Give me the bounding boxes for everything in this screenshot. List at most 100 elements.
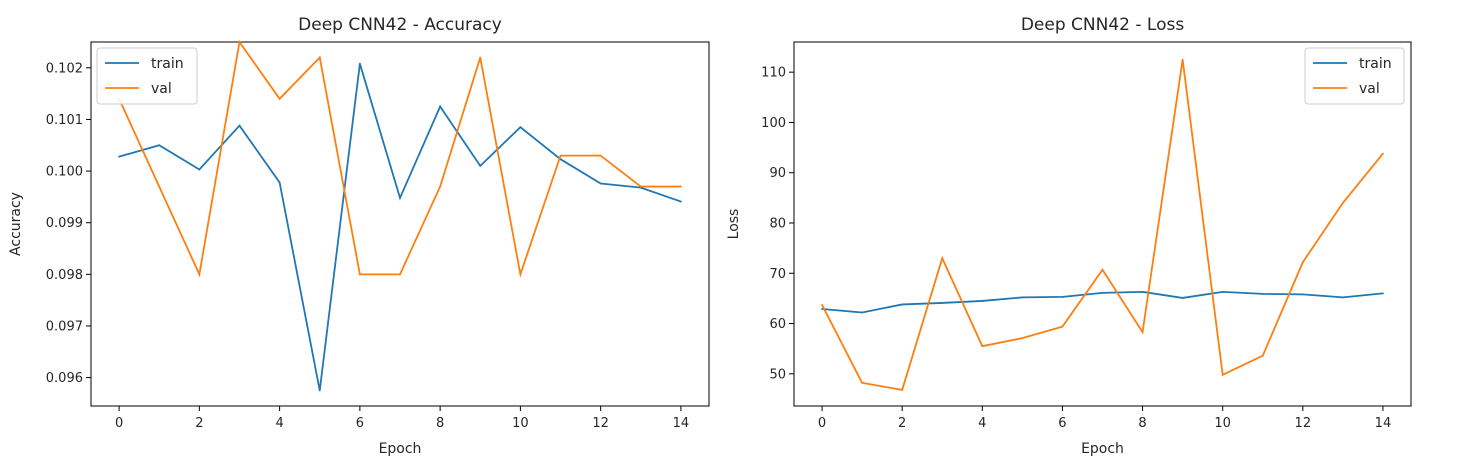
data-point-val	[861, 381, 864, 384]
x-tick-label: 6	[1058, 416, 1066, 431]
x-tick-label: 14	[1375, 416, 1392, 431]
data-point-train	[1181, 297, 1184, 299]
data-point-train	[1061, 296, 1064, 298]
legend-label-val: val	[1359, 81, 1380, 97]
data-point-val	[1181, 58, 1184, 61]
data-point-val	[1021, 337, 1024, 340]
data-point-val	[318, 56, 321, 59]
data-point-train	[1261, 292, 1264, 295]
data-point-train	[439, 105, 442, 108]
data-point-val	[479, 56, 482, 59]
x-tick-label: 12	[1295, 416, 1312, 431]
data-point-train	[821, 308, 823, 310]
chart-title: Deep CNN42 - Loss	[1021, 15, 1185, 35]
chart-1: 0 2 4 6 8 10 12 14 50 60 70 80 90 100 110 Deep CNN42 - …	[726, 15, 1412, 457]
data-point-val	[278, 97, 281, 100]
legend-label-val: val	[151, 81, 172, 97]
x-tick-label: 6	[356, 416, 364, 431]
legend-label-train: train	[1359, 56, 1392, 72]
data-point-train	[941, 302, 944, 304]
x-tick-label: 12	[592, 416, 609, 431]
x-tick-label: 14	[673, 416, 690, 431]
y-axis-label: Loss	[726, 209, 742, 240]
x-tick-label: 10	[512, 416, 529, 431]
y-tick-label: 0.098	[46, 268, 83, 283]
data-point-val	[1101, 268, 1104, 271]
y-tick-label: 80	[769, 216, 786, 231]
y-tick-label: 0.096	[46, 371, 83, 386]
data-point-train	[1382, 292, 1384, 295]
data-point-train	[158, 144, 161, 147]
data-point-train	[1141, 290, 1144, 293]
data-point-train	[238, 124, 241, 127]
data-point-val	[158, 185, 161, 188]
x-axis-label: Epoch	[1081, 441, 1124, 457]
data-point-train	[599, 182, 602, 185]
legend-box	[1304, 47, 1405, 105]
x-tick-label: 4	[978, 416, 986, 431]
y-tick-label: 50	[769, 367, 786, 382]
x-tick-label: 2	[898, 416, 906, 431]
data-point-val	[439, 185, 442, 188]
data-point-train	[278, 181, 281, 184]
y-axis-label: Accuracy	[8, 192, 24, 256]
data-point-val	[519, 273, 522, 276]
y-tick-label: 0.100	[46, 165, 83, 180]
data-point-train	[861, 311, 864, 314]
y-tick-label: 110	[761, 66, 786, 81]
y-tick-label: 90	[769, 166, 786, 181]
data-point-val	[821, 304, 823, 306]
x-axis-label: Epoch	[379, 441, 422, 457]
data-point-train	[1021, 296, 1024, 299]
data-point-val	[1061, 325, 1064, 328]
data-point-train	[399, 197, 401, 199]
data-point-train	[1341, 296, 1344, 299]
x-tick-label: 4	[275, 416, 283, 431]
data-point-train	[901, 303, 904, 306]
y-tick-label: 60	[769, 317, 786, 332]
data-point-val	[1141, 331, 1144, 333]
data-point-val	[639, 185, 642, 188]
x-tick-label: 8	[1138, 416, 1146, 431]
data-point-val	[901, 389, 904, 391]
data-point-val	[680, 185, 682, 188]
chart-0: 0 2 4 6 8 10 12 14 0.096 0.097 0.098 0.099 0.100 0.10…	[8, 15, 710, 457]
data-point-val	[559, 154, 562, 157]
data-point-train	[118, 155, 120, 158]
data-point-val	[599, 154, 602, 157]
data-point-val	[358, 273, 361, 276]
data-point-val	[1261, 354, 1264, 357]
data-point-val	[981, 345, 984, 348]
data-point-train	[981, 300, 984, 302]
x-tick-label: 2	[195, 416, 203, 431]
x-tick-label: 0	[818, 416, 826, 431]
chart-title: Deep CNN42 - Accuracy	[298, 15, 502, 35]
y-tick-label: 70	[769, 267, 786, 282]
y-tick-label: 0.102	[46, 61, 83, 76]
x-tick-label: 10	[1214, 416, 1231, 431]
data-point-train	[1301, 293, 1304, 296]
data-point-val	[238, 41, 241, 43]
y-tick-label: 0.101	[46, 113, 83, 128]
data-point-train	[358, 62, 361, 65]
data-point-val	[198, 273, 201, 276]
data-point-train	[680, 200, 682, 203]
data-point-val	[1341, 201, 1344, 204]
x-tick-label: 0	[115, 416, 123, 431]
data-point-val	[941, 257, 944, 260]
x-tick-label: 8	[436, 416, 444, 431]
data-point-train	[1221, 290, 1224, 293]
data-point-val	[1301, 261, 1304, 264]
data-point-train	[198, 168, 201, 171]
data-point-train	[479, 165, 482, 167]
data-point-val	[399, 273, 401, 276]
data-point-train	[318, 389, 321, 392]
data-point-val	[1382, 152, 1384, 155]
y-tick-label: 0.097	[46, 319, 83, 334]
y-tick-label: 100	[761, 116, 786, 131]
data-point-val	[1221, 373, 1224, 376]
data-point-train	[519, 126, 522, 129]
data-point-train	[1101, 291, 1104, 294]
legend-box	[96, 47, 198, 105]
